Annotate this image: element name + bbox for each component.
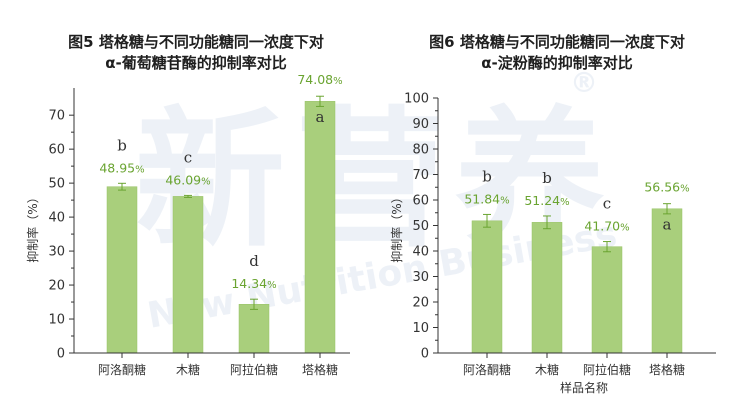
- bar: [651, 208, 683, 354]
- significance-letter: b: [117, 136, 127, 154]
- significance-letter: b: [542, 169, 552, 187]
- bar: [106, 186, 138, 354]
- value-label-suffix: %: [620, 223, 630, 234]
- value-label-suffix: %: [201, 176, 211, 187]
- bar: [591, 246, 623, 354]
- value-label: 74.08%: [297, 72, 342, 87]
- y-tick-label: 20: [412, 296, 429, 311]
- y-tick-label: 50: [48, 177, 65, 192]
- value-label-number: 56.56: [644, 180, 680, 195]
- chart5-labels: 48.95% b 阿洛酮糖 46.09% c 木糖 14.34% d 阿拉伯糖 74.08% a 塔格…: [98, 72, 343, 377]
- y-tick-label: 40: [412, 245, 429, 260]
- watermark-chinese: 新营养: [135, 94, 615, 268]
- bar: [238, 304, 270, 354]
- chart5-y-axis-label: 抑制率（%）: [25, 191, 40, 262]
- value-label: 51.24%: [524, 193, 569, 208]
- y-tick-label: 50: [412, 219, 429, 234]
- significance-letter: c: [603, 195, 611, 213]
- bar: [471, 220, 503, 354]
- bar: [531, 222, 563, 354]
- significance-letter: d: [249, 252, 259, 270]
- value-label-number: 74.08: [297, 72, 333, 87]
- y-tick-label: 70: [412, 168, 429, 183]
- value-label-suffix: %: [680, 184, 690, 195]
- chart5-bars: [106, 95, 336, 358]
- y-tick-label: 40: [48, 211, 65, 226]
- significance-letter: c: [184, 148, 192, 166]
- value-label: 48.95%: [99, 160, 144, 175]
- category-label: 木糖: [176, 362, 200, 377]
- value-label-number: 46.09: [165, 172, 201, 187]
- chart-6: 图6 塔格糖与不同功能糖同一浓度下对 α-淀粉酶的抑制率对比 抑制率（%） 0 1…: [389, 33, 716, 377]
- value-label-suffix: %: [560, 197, 570, 208]
- significance-letter: b: [482, 167, 492, 185]
- watermark-registered-mark: ®: [570, 66, 598, 99]
- significance-letter: a: [663, 216, 672, 234]
- chart6-y-ticks: 0 10 20 30 40 50 60 70 80 90 100: [404, 92, 438, 362]
- chart-5: 图5 塔格糖与不同功能糖同一浓度下对 α-葡萄糖苷酶的抑制率对比 抑制率（%） …: [25, 33, 350, 377]
- value-label-number: 51.84: [464, 191, 500, 206]
- y-tick-label: 30: [48, 245, 65, 260]
- chart5-title-line2: α-葡萄糖苷酶的抑制率对比: [105, 54, 287, 72]
- x-axis-label: 样品名称: [560, 380, 608, 395]
- y-tick-label: 60: [412, 194, 429, 209]
- value-label: 41.70%: [584, 219, 629, 234]
- y-tick-label: 0: [57, 347, 65, 362]
- category-label: 阿拉伯糖: [583, 362, 631, 377]
- chart6-title-line2: α-淀粉酶的抑制率对比: [481, 54, 633, 72]
- y-tick-label: 80: [412, 143, 429, 158]
- chart6-title-line1: 图6 塔格糖与不同功能糖同一浓度下对: [429, 33, 685, 51]
- value-label: 56.56%: [644, 180, 689, 195]
- chart6-labels: 51.84% b 阿洛酮糖 51.24% b 木糖 41.70% c 阿拉伯糖 56.56% a 塔格…: [463, 167, 690, 377]
- value-label: 46.09%: [165, 172, 210, 187]
- value-label-suffix: %: [135, 164, 145, 175]
- value-label-number: 51.24: [524, 193, 560, 208]
- y-tick-label: 10: [48, 313, 65, 328]
- y-tick-label: 30: [412, 270, 429, 285]
- chart6-y-axis-label: 抑制率（%）: [389, 191, 404, 262]
- value-label: 14.34%: [231, 276, 276, 291]
- y-tick-label: 10: [412, 321, 429, 336]
- y-tick-label: 60: [48, 143, 65, 158]
- value-label: 51.84%: [464, 191, 509, 206]
- value-label-number: 48.95: [99, 160, 135, 175]
- value-label-suffix: %: [333, 76, 343, 87]
- category-label: 塔格糖: [302, 362, 338, 377]
- y-tick-label: 70: [48, 109, 65, 124]
- y-tick-label: 90: [412, 117, 429, 132]
- bar: [172, 196, 204, 354]
- category-label: 阿拉伯糖: [230, 362, 278, 377]
- value-label-suffix: %: [267, 280, 277, 291]
- y-tick-label: 100: [404, 92, 429, 107]
- value-label-number: 41.70: [584, 219, 620, 234]
- category-label: 塔格糖: [649, 362, 685, 377]
- chart5-title-line1: 图5 塔格糖与不同功能糖同一浓度下对: [68, 33, 324, 51]
- chart6-bars: [471, 203, 683, 358]
- y-tick-label: 20: [48, 279, 65, 294]
- y-tick-label: 0: [421, 347, 429, 362]
- category-label: 阿洛酮糖: [98, 362, 146, 377]
- category-label: 阿洛酮糖: [463, 362, 511, 377]
- category-label: 木糖: [535, 362, 559, 377]
- chart5-y-ticks: 0 10 20 30 40 50 60 70: [48, 109, 74, 362]
- bar: [304, 101, 336, 354]
- significance-letter: a: [316, 108, 325, 126]
- value-label-suffix: %: [500, 195, 510, 206]
- value-label-number: 14.34: [231, 276, 267, 291]
